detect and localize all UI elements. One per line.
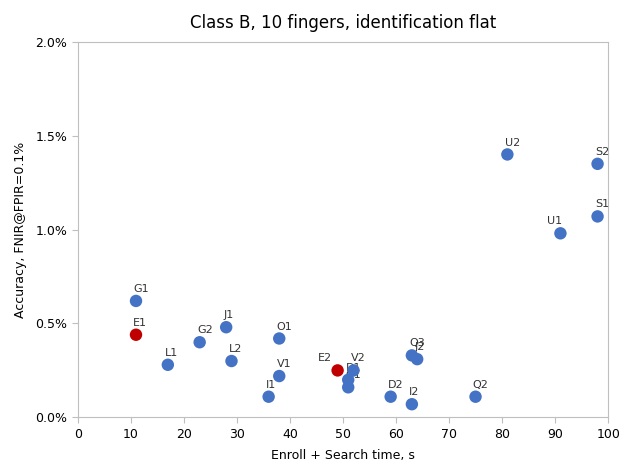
Text: Q2: Q2 xyxy=(473,380,489,390)
Point xyxy=(274,372,284,380)
Point xyxy=(264,393,274,400)
Text: O1: O1 xyxy=(276,322,292,332)
Point xyxy=(131,297,141,305)
Point xyxy=(195,338,205,346)
Text: G2: G2 xyxy=(197,325,212,335)
Y-axis label: Accuracy, FNIR@FPIR=0.1%: Accuracy, FNIR@FPIR=0.1% xyxy=(14,141,27,317)
Text: I2: I2 xyxy=(409,387,420,397)
Text: G1: G1 xyxy=(133,284,149,294)
Text: U2: U2 xyxy=(505,138,520,148)
Point xyxy=(407,400,417,408)
Point xyxy=(221,323,231,331)
Point xyxy=(593,213,603,220)
Point xyxy=(502,150,512,158)
Point xyxy=(274,335,284,342)
Point xyxy=(343,384,353,391)
Text: V2: V2 xyxy=(351,354,365,364)
Text: L2: L2 xyxy=(229,344,242,354)
Text: D1: D1 xyxy=(346,363,361,373)
Point xyxy=(226,357,236,365)
Text: E1: E1 xyxy=(133,318,147,328)
Text: L1: L1 xyxy=(165,348,178,358)
Text: E2: E2 xyxy=(318,354,332,364)
Point xyxy=(407,352,417,359)
Point xyxy=(470,393,481,400)
Point xyxy=(555,229,566,237)
Text: D2: D2 xyxy=(388,380,403,390)
X-axis label: Enroll + Search time, s: Enroll + Search time, s xyxy=(271,449,415,462)
Point xyxy=(131,331,141,338)
Text: Q1: Q1 xyxy=(346,370,361,380)
Text: S1: S1 xyxy=(595,199,609,209)
Text: Q3: Q3 xyxy=(409,338,425,348)
Text: J2: J2 xyxy=(415,342,425,352)
Text: S2: S2 xyxy=(595,147,609,157)
Title: Class B, 10 fingers, identification flat: Class B, 10 fingers, identification flat xyxy=(190,14,496,32)
Text: I1: I1 xyxy=(266,380,276,390)
Point xyxy=(593,160,603,168)
Point xyxy=(163,361,173,368)
Point xyxy=(412,356,422,363)
Text: J1: J1 xyxy=(223,310,234,320)
Point xyxy=(385,393,396,400)
Text: U1: U1 xyxy=(547,217,562,227)
Point xyxy=(349,367,359,374)
Point xyxy=(343,376,353,384)
Point xyxy=(332,367,342,374)
Text: V1: V1 xyxy=(276,359,291,369)
